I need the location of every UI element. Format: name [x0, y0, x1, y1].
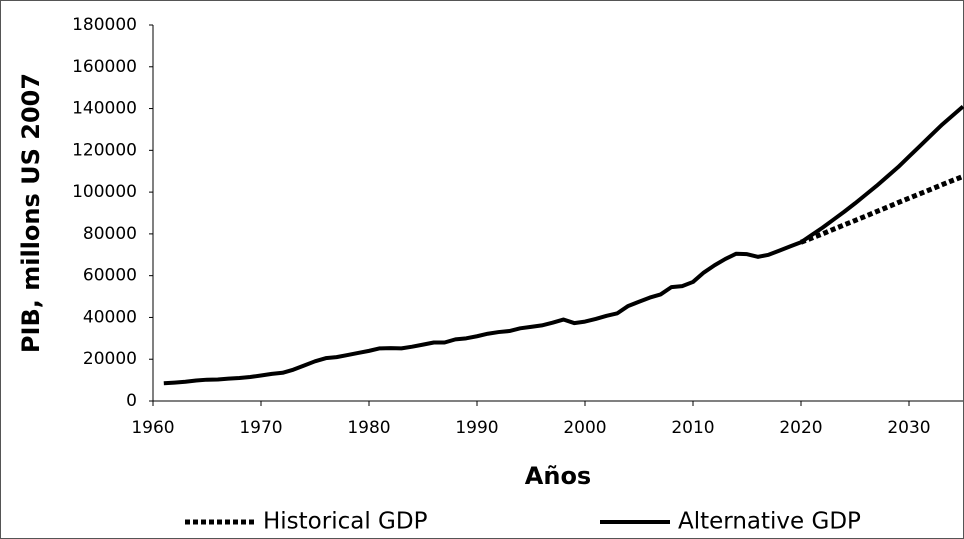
y-tick-label: 100000 — [72, 182, 137, 202]
legend-label: Alternative GDP — [678, 509, 861, 535]
y-tick-label: 140000 — [72, 99, 137, 119]
x-tick-label: 2020 — [779, 418, 822, 438]
x-tick-label: 1960 — [131, 418, 174, 438]
y-tick-label: 180000 — [72, 15, 137, 35]
x-axis-title: Años — [525, 462, 591, 490]
x-tick-label: 2010 — [671, 418, 714, 438]
y-tick-label: 40000 — [83, 307, 137, 327]
x-tick-label: 2030 — [887, 418, 930, 438]
y-tick-label: 160000 — [72, 57, 137, 77]
y-tick-label: 60000 — [83, 266, 137, 286]
y-tick-label: 120000 — [72, 140, 137, 160]
x-tick-label: 2000 — [563, 418, 606, 438]
y-tick-label: 80000 — [83, 224, 137, 244]
x-tick-label: 1990 — [455, 418, 498, 438]
x-tick-label: 1980 — [347, 418, 390, 438]
y-tick-label: 20000 — [83, 349, 137, 369]
legend-label: Historical GDP — [263, 509, 428, 535]
y-tick-label: 0 — [126, 391, 137, 411]
y-axis-title: PIB, millons US 2007 — [17, 73, 45, 353]
x-tick-label: 1970 — [239, 418, 282, 438]
line-series — [800, 174, 964, 245]
line-series — [163, 104, 964, 386]
